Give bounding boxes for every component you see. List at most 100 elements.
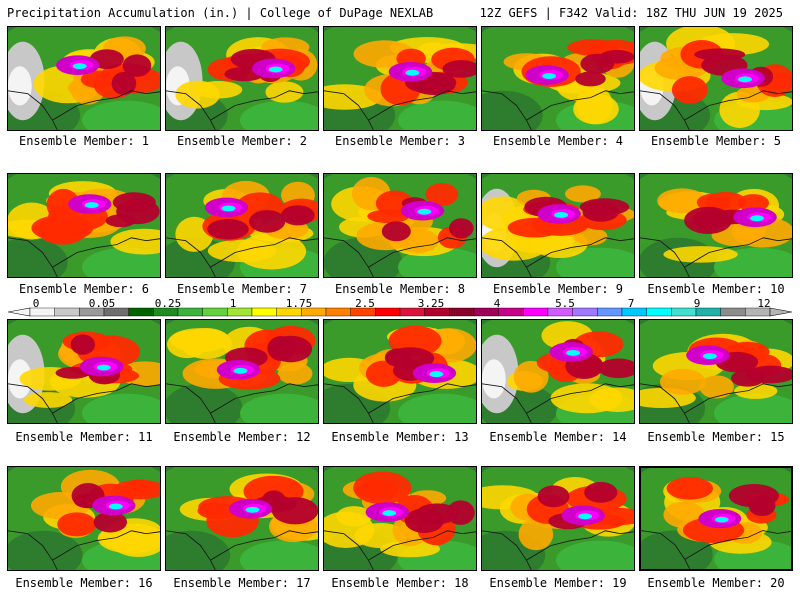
member-caption-9: Ensemble Member: 9 bbox=[492, 282, 624, 296]
colorbar-swatch bbox=[572, 307, 598, 317]
member-caption-4: Ensemble Member: 4 bbox=[492, 134, 624, 148]
border-line bbox=[166, 383, 318, 423]
member-caption-2: Ensemble Member: 2 bbox=[176, 134, 308, 148]
border-line bbox=[166, 237, 318, 277]
precipitation-map bbox=[640, 174, 792, 277]
ensemble-member-panel-8 bbox=[323, 173, 477, 278]
ensemble-member-panel-7 bbox=[165, 173, 319, 278]
member-caption-16: Ensemble Member: 16 bbox=[15, 576, 153, 590]
border-line bbox=[8, 237, 160, 277]
precipitation-map bbox=[166, 320, 318, 423]
precipitation-colorbar bbox=[8, 307, 792, 317]
colorbar-tick-label: 0 bbox=[32, 297, 40, 310]
member-caption-3: Ensemble Member: 3 bbox=[334, 134, 466, 148]
border-line bbox=[641, 530, 791, 569]
ensemble-member-panel-18 bbox=[323, 466, 477, 571]
colorbar-tick-label: 4 bbox=[493, 297, 501, 310]
ensemble-member-panel-16 bbox=[7, 466, 161, 571]
colorbar-tick-label: 0.05 bbox=[88, 297, 116, 310]
precipitation-map bbox=[324, 174, 476, 277]
precipitation-map bbox=[324, 320, 476, 423]
border-line bbox=[8, 530, 160, 570]
colorbar-swatch bbox=[251, 307, 277, 317]
member-caption-1: Ensemble Member: 1 bbox=[18, 134, 150, 148]
border-line bbox=[482, 530, 634, 570]
member-caption-20: Ensemble Member: 20 bbox=[647, 576, 785, 590]
member-caption-10: Ensemble Member: 10 bbox=[647, 282, 785, 296]
colorbar-swatch bbox=[621, 307, 647, 317]
run-valid-time: 12Z GEFS | F342 Valid: 18Z THU JUN 19 20… bbox=[479, 6, 783, 20]
ensemble-member-panel-6 bbox=[7, 173, 161, 278]
ensemble-member-panel-9 bbox=[481, 173, 635, 278]
member-caption-19: Ensemble Member: 19 bbox=[489, 576, 627, 590]
precipitation-map bbox=[482, 467, 634, 570]
precipitation-map bbox=[324, 467, 476, 570]
colorbar-swatch bbox=[177, 307, 203, 317]
border-line bbox=[640, 383, 792, 423]
member-caption-6: Ensemble Member: 6 bbox=[18, 282, 150, 296]
border-line bbox=[324, 90, 476, 130]
border-line bbox=[166, 530, 318, 570]
border-line bbox=[324, 237, 476, 277]
border-line bbox=[324, 383, 476, 423]
colorbar-tick-label: 0.25 bbox=[154, 297, 182, 310]
precipitation-map bbox=[166, 174, 318, 277]
colorbar-swatch bbox=[128, 307, 154, 317]
precipitation-map bbox=[640, 320, 792, 423]
ensemble-member-panel-2 bbox=[165, 26, 319, 131]
member-caption-18: Ensemble Member: 18 bbox=[331, 576, 469, 590]
border-line bbox=[482, 383, 634, 423]
colorbar-left-arrow bbox=[8, 307, 31, 317]
colorbar-swatch bbox=[597, 307, 623, 317]
ensemble-member-panel-3 bbox=[323, 26, 477, 131]
colorbar-swatch bbox=[671, 307, 697, 317]
colorbar-tick-label: 7 bbox=[627, 297, 635, 310]
colorbar-swatch bbox=[720, 307, 746, 317]
precipitation-map bbox=[641, 468, 791, 569]
colorbar-swatch bbox=[523, 307, 549, 317]
member-caption-11: Ensemble Member: 11 bbox=[15, 430, 153, 444]
ensemble-member-panel-4 bbox=[481, 26, 635, 131]
member-caption-17: Ensemble Member: 17 bbox=[173, 576, 311, 590]
precipitation-map bbox=[482, 320, 634, 423]
member-caption-15: Ensemble Member: 15 bbox=[647, 430, 785, 444]
ensemble-member-panel-15 bbox=[639, 319, 793, 424]
colorbar-swatch bbox=[54, 307, 80, 317]
colorbar-tick-label: 5.5 bbox=[555, 297, 575, 310]
border-line bbox=[640, 90, 792, 130]
map-title: Precipitation Accumulation (in.) | Colle… bbox=[7, 6, 434, 20]
member-caption-7: Ensemble Member: 7 bbox=[176, 282, 308, 296]
colorbar-tick-label: 1 bbox=[229, 297, 237, 310]
colorbar-tick-label: 12 bbox=[757, 297, 771, 310]
ensemble-member-panel-11 bbox=[7, 319, 161, 424]
precipitation-map bbox=[324, 27, 476, 130]
ensemble-member-panel-1 bbox=[7, 26, 161, 131]
precipitation-map bbox=[482, 27, 634, 130]
precipitation-map bbox=[166, 27, 318, 130]
border-line bbox=[8, 383, 160, 423]
border-line bbox=[482, 237, 634, 277]
ensemble-member-panel-19 bbox=[481, 466, 635, 571]
precipitation-map bbox=[8, 27, 160, 130]
border-line bbox=[482, 90, 634, 130]
member-caption-14: Ensemble Member: 14 bbox=[489, 430, 627, 444]
colorbar-swatch bbox=[498, 307, 524, 317]
member-caption-12: Ensemble Member: 12 bbox=[173, 430, 311, 444]
colorbar-swatch bbox=[202, 307, 228, 317]
ensemble-member-panel-17 bbox=[165, 466, 319, 571]
precipitation-map bbox=[166, 467, 318, 570]
ensemble-member-panel-13 bbox=[323, 319, 477, 424]
colorbar-tick-label: 2.5 bbox=[355, 297, 375, 310]
colorbar-swatch bbox=[449, 307, 475, 317]
precipitation-map bbox=[8, 467, 160, 570]
colorbar-tick-label: 9 bbox=[693, 297, 701, 310]
ensemble-member-panel-5 bbox=[639, 26, 793, 131]
precipitation-map bbox=[640, 27, 792, 130]
member-caption-8: Ensemble Member: 8 bbox=[334, 282, 466, 296]
ensemble-member-panel-14 bbox=[481, 319, 635, 424]
colorbar-swatch bbox=[375, 307, 401, 317]
colorbar-swatch bbox=[325, 307, 351, 317]
border-line bbox=[8, 90, 160, 130]
border-line bbox=[166, 90, 318, 130]
colorbar-swatch bbox=[646, 307, 672, 317]
